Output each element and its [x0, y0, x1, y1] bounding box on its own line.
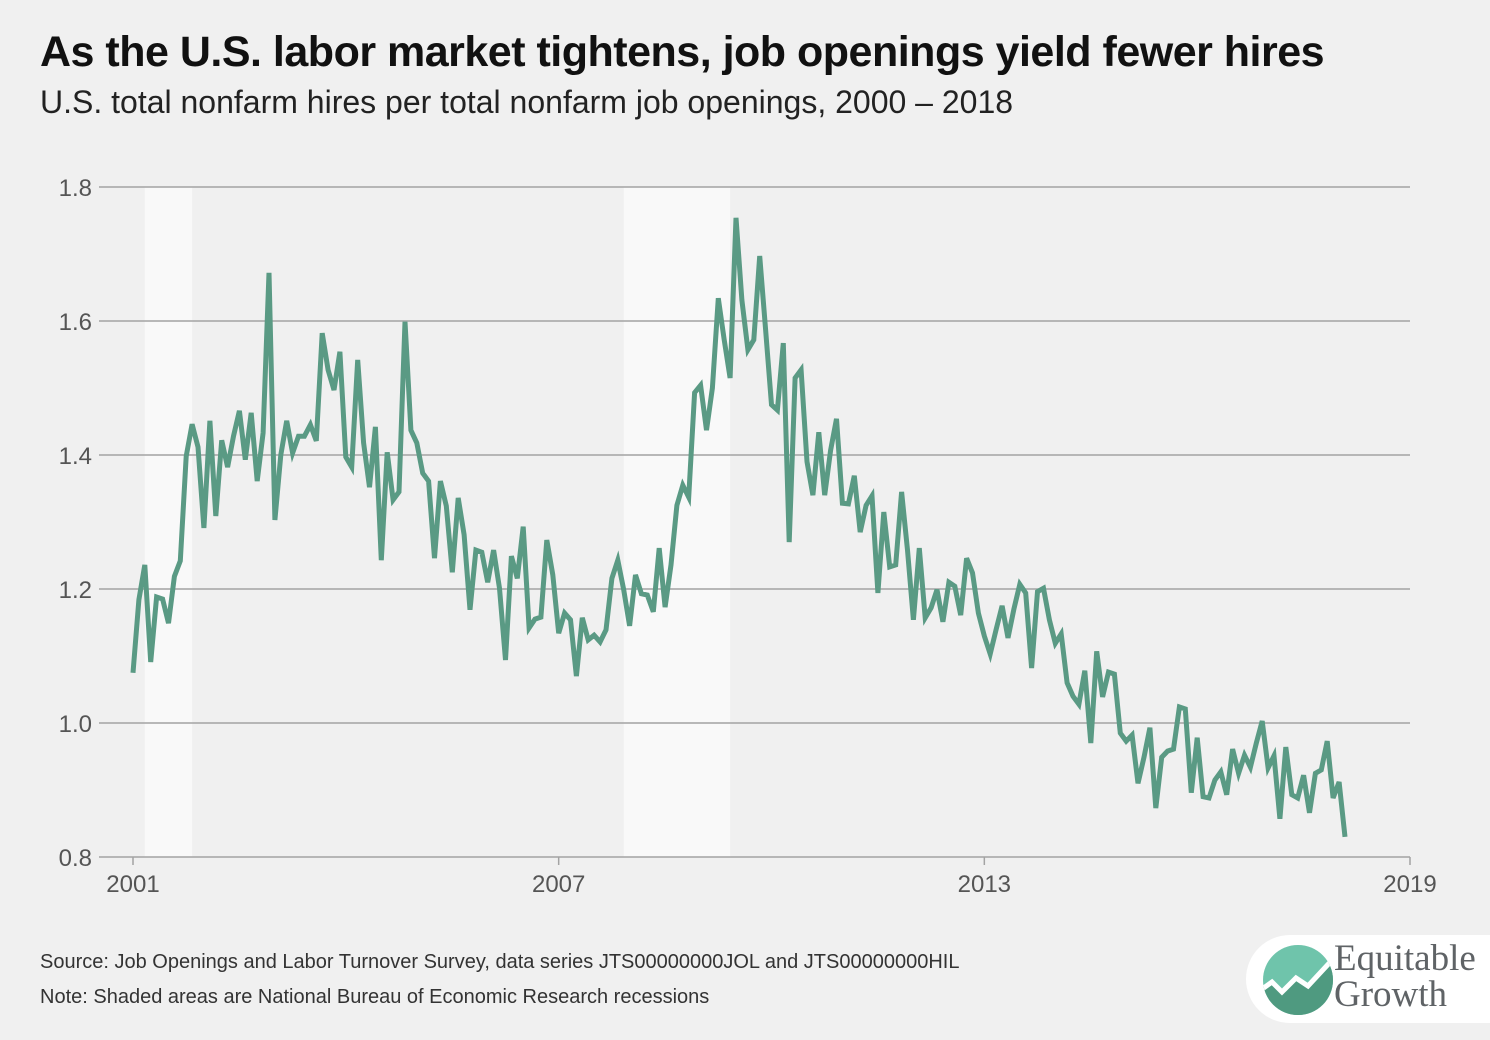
- y-tick-label: 1.6: [59, 309, 92, 336]
- logo-chart-icon: [1263, 945, 1333, 1015]
- logo-line-1: Equitable: [1334, 938, 1476, 979]
- x-tick-label: 2019: [1383, 871, 1436, 898]
- x-tick-label: 2001: [106, 871, 159, 898]
- recession-note: Note: Shaded areas are National Bureau o…: [40, 986, 710, 1008]
- series-line: [130, 217, 1348, 838]
- chart-subtitle: U.S. total nonfarm hires per total nonfa…: [40, 84, 1014, 120]
- source-note: Source: Job Openings and Labor Turnover …: [40, 951, 960, 973]
- y-tick-label: 0.8: [59, 845, 92, 872]
- y-tick-label: 1.4: [59, 443, 92, 470]
- equitable-growth-logo[interactable]: Equitable Growth: [1246, 935, 1490, 1023]
- logo-line-2: Growth: [1334, 974, 1448, 1015]
- y-tick-label: 1.8: [59, 175, 92, 202]
- x-tick-label: 2013: [958, 871, 1011, 898]
- chart-title: As the U.S. labor market tightens, job o…: [40, 28, 1325, 76]
- logo-text: Equitable Growth: [1334, 938, 1476, 1015]
- x-axis-ticks: 2001 2007 2013 2019: [106, 857, 1437, 898]
- y-tick-label: 1.0: [59, 711, 92, 738]
- y-axis-ticks: 0.8 1.0 1.2 1.4 1.6 1.8: [59, 175, 92, 872]
- y-tick-label: 1.2: [59, 577, 92, 604]
- gridlines: [99, 186, 1410, 858]
- recession-band: [144, 187, 193, 857]
- x-tick-label: 2007: [532, 871, 585, 898]
